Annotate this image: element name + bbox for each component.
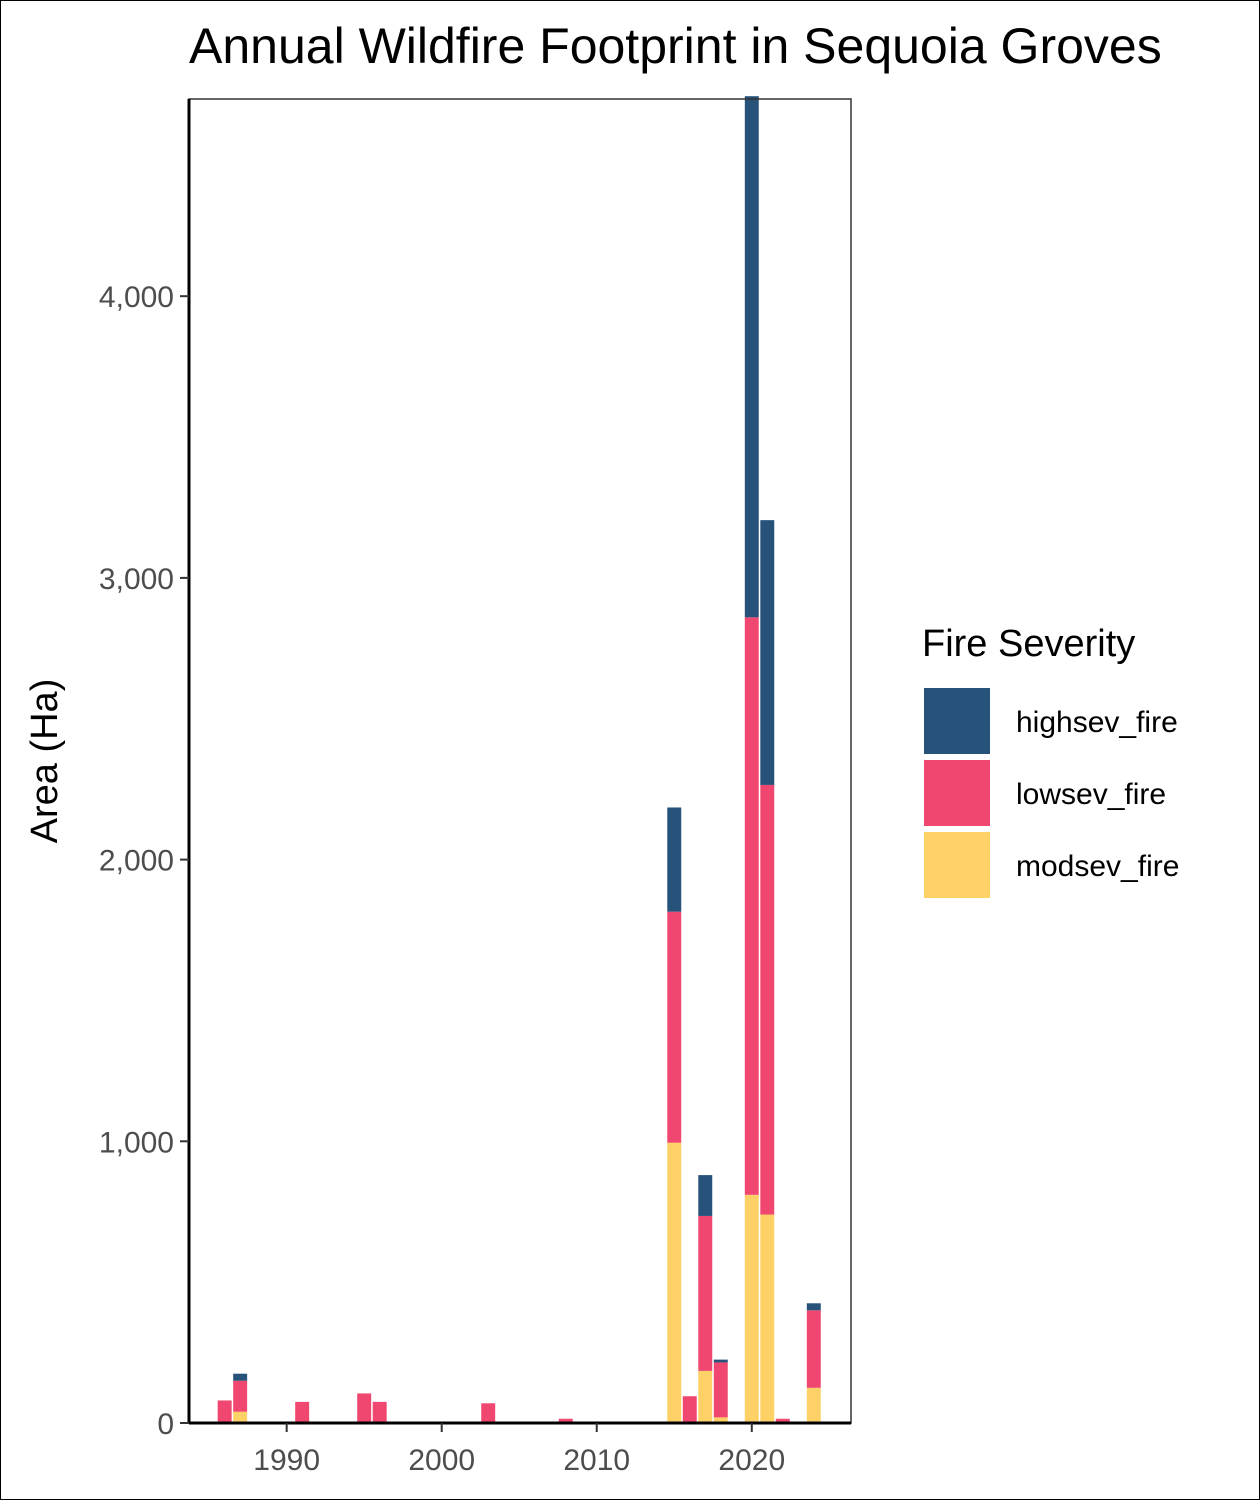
- bar-lowsev_fire-2021: [760, 784, 775, 1215]
- bar-modsev_fire-2018: [713, 1417, 728, 1423]
- y-tick-label-1000: 1,000: [99, 1126, 174, 1159]
- y-tick-label-2000: 2,000: [99, 845, 174, 878]
- bar-modsev_fire-2020: [744, 1194, 759, 1423]
- bar-lowsev_fire-2003: [481, 1403, 496, 1423]
- y-tick-label-0: 0: [157, 1408, 174, 1441]
- legend-title: Fire Severity: [922, 623, 1135, 665]
- bar-modsev_fire-2017: [698, 1370, 713, 1423]
- legend-key-highsev_fire: [924, 688, 990, 754]
- bar-lowsev_fire-2018: [713, 1362, 728, 1418]
- bar-lowsev_fire-1986: [217, 1400, 232, 1423]
- bar-lowsev_fire-1991: [295, 1401, 310, 1423]
- bar-lowsev_fire-2020: [744, 617, 759, 1195]
- bar-highsev_fire-2024: [806, 1303, 821, 1311]
- y-tick-label-4000: 4,000: [99, 281, 174, 314]
- legend-label-modsev_fire: modsev_fire: [1016, 850, 1179, 883]
- bar-highsev_fire-2017: [698, 1175, 713, 1216]
- bar-lowsev_fire-1995: [357, 1393, 372, 1423]
- x-tick-label-1990: 1990: [253, 1444, 320, 1477]
- bar-lowsev_fire-1987: [233, 1380, 248, 1412]
- legend-label-highsev_fire: highsev_fire: [1016, 706, 1178, 739]
- bar-highsev_fire-1987: [233, 1373, 248, 1381]
- x-tick-label-2020: 2020: [718, 1444, 785, 1477]
- bar-lowsev_fire-2024: [806, 1310, 821, 1388]
- legend-key-lowsev_fire: [924, 760, 990, 826]
- legend: Fire Severity highsev_fire lowsev_firemod…: [922, 623, 1179, 898]
- bar-modsev_fire-2021: [760, 1214, 775, 1423]
- bar-lowsev_fire-2022: [775, 1418, 790, 1423]
- bar-modsev_fire-2015: [667, 1142, 682, 1423]
- bar-lowsev_fire-2016: [682, 1396, 697, 1422]
- x-axis-ticks: 1990 2000 2010 2020: [253, 1423, 785, 1477]
- bar-modsev_fire-1987: [233, 1411, 248, 1423]
- bars-layer: [217, 96, 821, 1423]
- bar-lowsev_fire-2017: [698, 1215, 713, 1371]
- bar-lowsev_fire-2008: [558, 1418, 573, 1423]
- legend-key-modsev_fire: [924, 832, 990, 898]
- bar-lowsev_fire-1996: [372, 1401, 387, 1422]
- y-axis-title: Area (Ha): [24, 679, 66, 844]
- chart-title: Annual Wildfire Footprint in Sequoia Gro…: [189, 18, 1162, 74]
- y-axis-ticks: 0 1,000 2,000 3,000 4,000: [99, 281, 189, 1441]
- bar-highsev_fire-2018: [713, 1359, 728, 1363]
- bar-highsev_fire-2020: [744, 96, 759, 618]
- x-tick-label-2010: 2010: [563, 1444, 630, 1477]
- legend-label-lowsev_fire: lowsev_fire: [1016, 778, 1166, 811]
- y-tick-label-3000: 3,000: [99, 563, 174, 596]
- bar-lowsev_fire-2015: [667, 911, 682, 1143]
- bar-highsev_fire-2021: [760, 520, 775, 785]
- x-tick-label-2000: 2000: [408, 1444, 475, 1477]
- bar-highsev_fire-2015: [667, 807, 682, 912]
- bar-modsev_fire-2024: [806, 1387, 821, 1423]
